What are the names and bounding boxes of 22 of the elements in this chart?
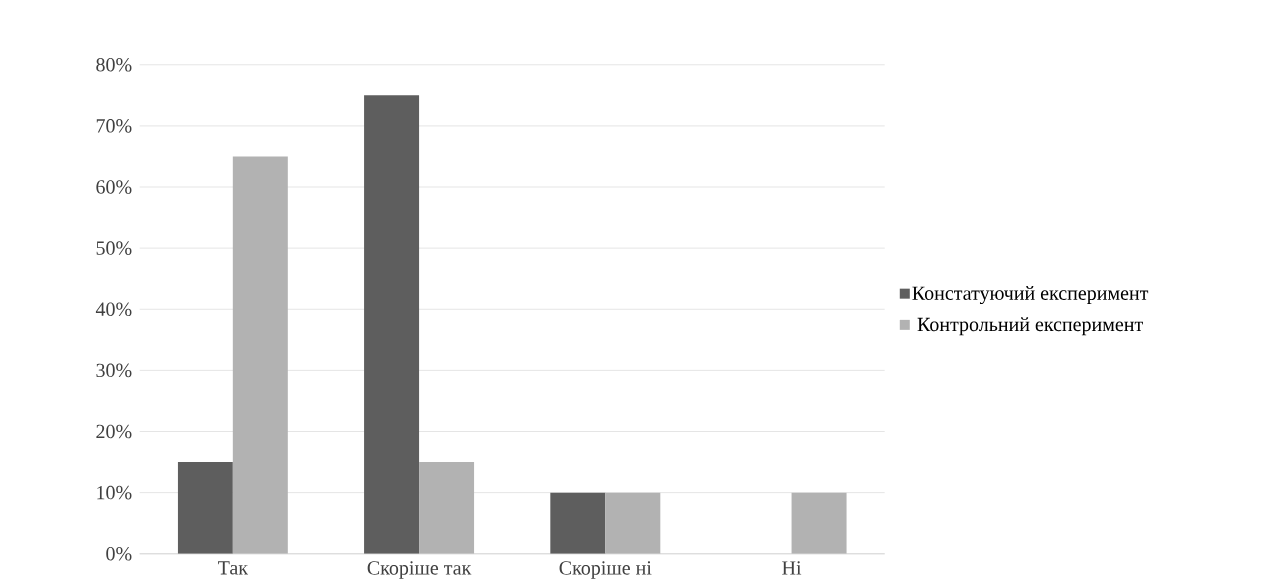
bar — [550, 492, 606, 554]
bar — [605, 492, 661, 554]
y-tick-label: 60% — [96, 180, 132, 194]
legend-label: Констатуючий експеримент — [912, 286, 1149, 305]
bar — [791, 492, 847, 554]
legend-label: Контрольний експеримент — [917, 317, 1143, 336]
x-tick-label: Скоріше ні — [559, 561, 652, 579]
x-tick-label: Скоріше так — [367, 561, 472, 579]
bar — [364, 95, 420, 554]
y-tick-label: 70% — [96, 119, 132, 133]
y-tick-label: 20% — [96, 424, 132, 439]
x-tick-label: Так — [218, 561, 249, 575]
x-tick-label: Ні — [782, 561, 802, 575]
y-tick-label: 80% — [96, 57, 132, 72]
y-tick-label: 0% — [106, 546, 132, 561]
bar — [419, 462, 475, 554]
y-tick-label: 10% — [97, 485, 132, 500]
bar — [232, 156, 288, 554]
y-tick-label: 40% — [95, 302, 132, 317]
y-tick-label: 30% — [96, 363, 132, 378]
bar — [177, 462, 233, 554]
y-tick-label: 50% — [96, 241, 132, 255]
